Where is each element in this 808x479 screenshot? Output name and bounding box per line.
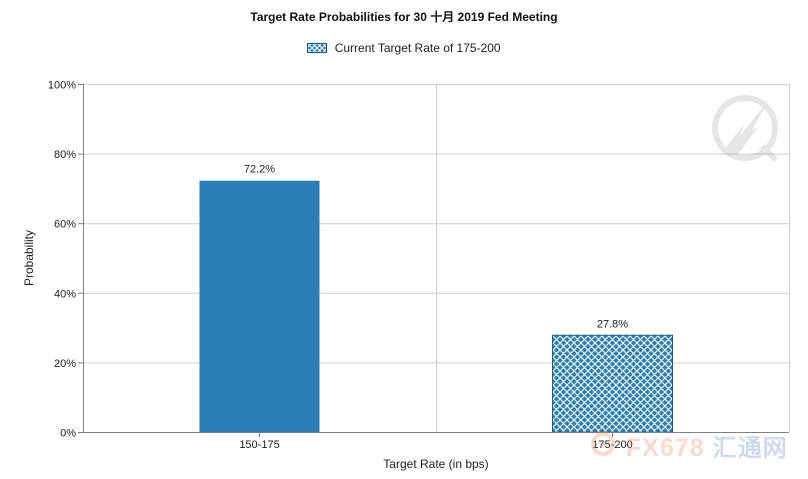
y-tick-label: 100% <box>48 80 76 92</box>
data-label: 27.8% <box>597 318 628 330</box>
x-tick-label: 150-175 <box>239 439 279 451</box>
x-axis-label: Target Rate (in bps) <box>383 457 488 471</box>
y-tick-label: 80% <box>54 149 76 161</box>
legend: Current Target Rate of 175-200 <box>0 41 808 55</box>
watermark-coin-icon <box>591 432 615 456</box>
y-tick-label: 0% <box>60 428 76 440</box>
legend-swatch-hatched <box>307 43 328 53</box>
chart-title: Target Rate Probabilities for 30 十月 2019… <box>250 10 558 24</box>
watermark-cjk: 汇通网 <box>712 435 788 462</box>
bar-current-target <box>552 334 673 433</box>
legend-label: Current Target Rate of 175-200 <box>334 41 501 55</box>
y-tick-label: 60% <box>54 219 76 231</box>
y-tick-label: 20% <box>54 358 76 370</box>
x-tick-label: 175-200 <box>592 439 632 451</box>
watermark-latin: FX678 <box>626 434 705 462</box>
data-label: 72.2% <box>244 164 275 176</box>
y-tick-label: 40% <box>54 288 76 300</box>
watermark-logo-icon <box>712 95 779 163</box>
y-axis-label: Probability <box>22 230 36 286</box>
watermark-text: FX678 汇通网 <box>626 428 788 463</box>
bar <box>199 180 320 432</box>
